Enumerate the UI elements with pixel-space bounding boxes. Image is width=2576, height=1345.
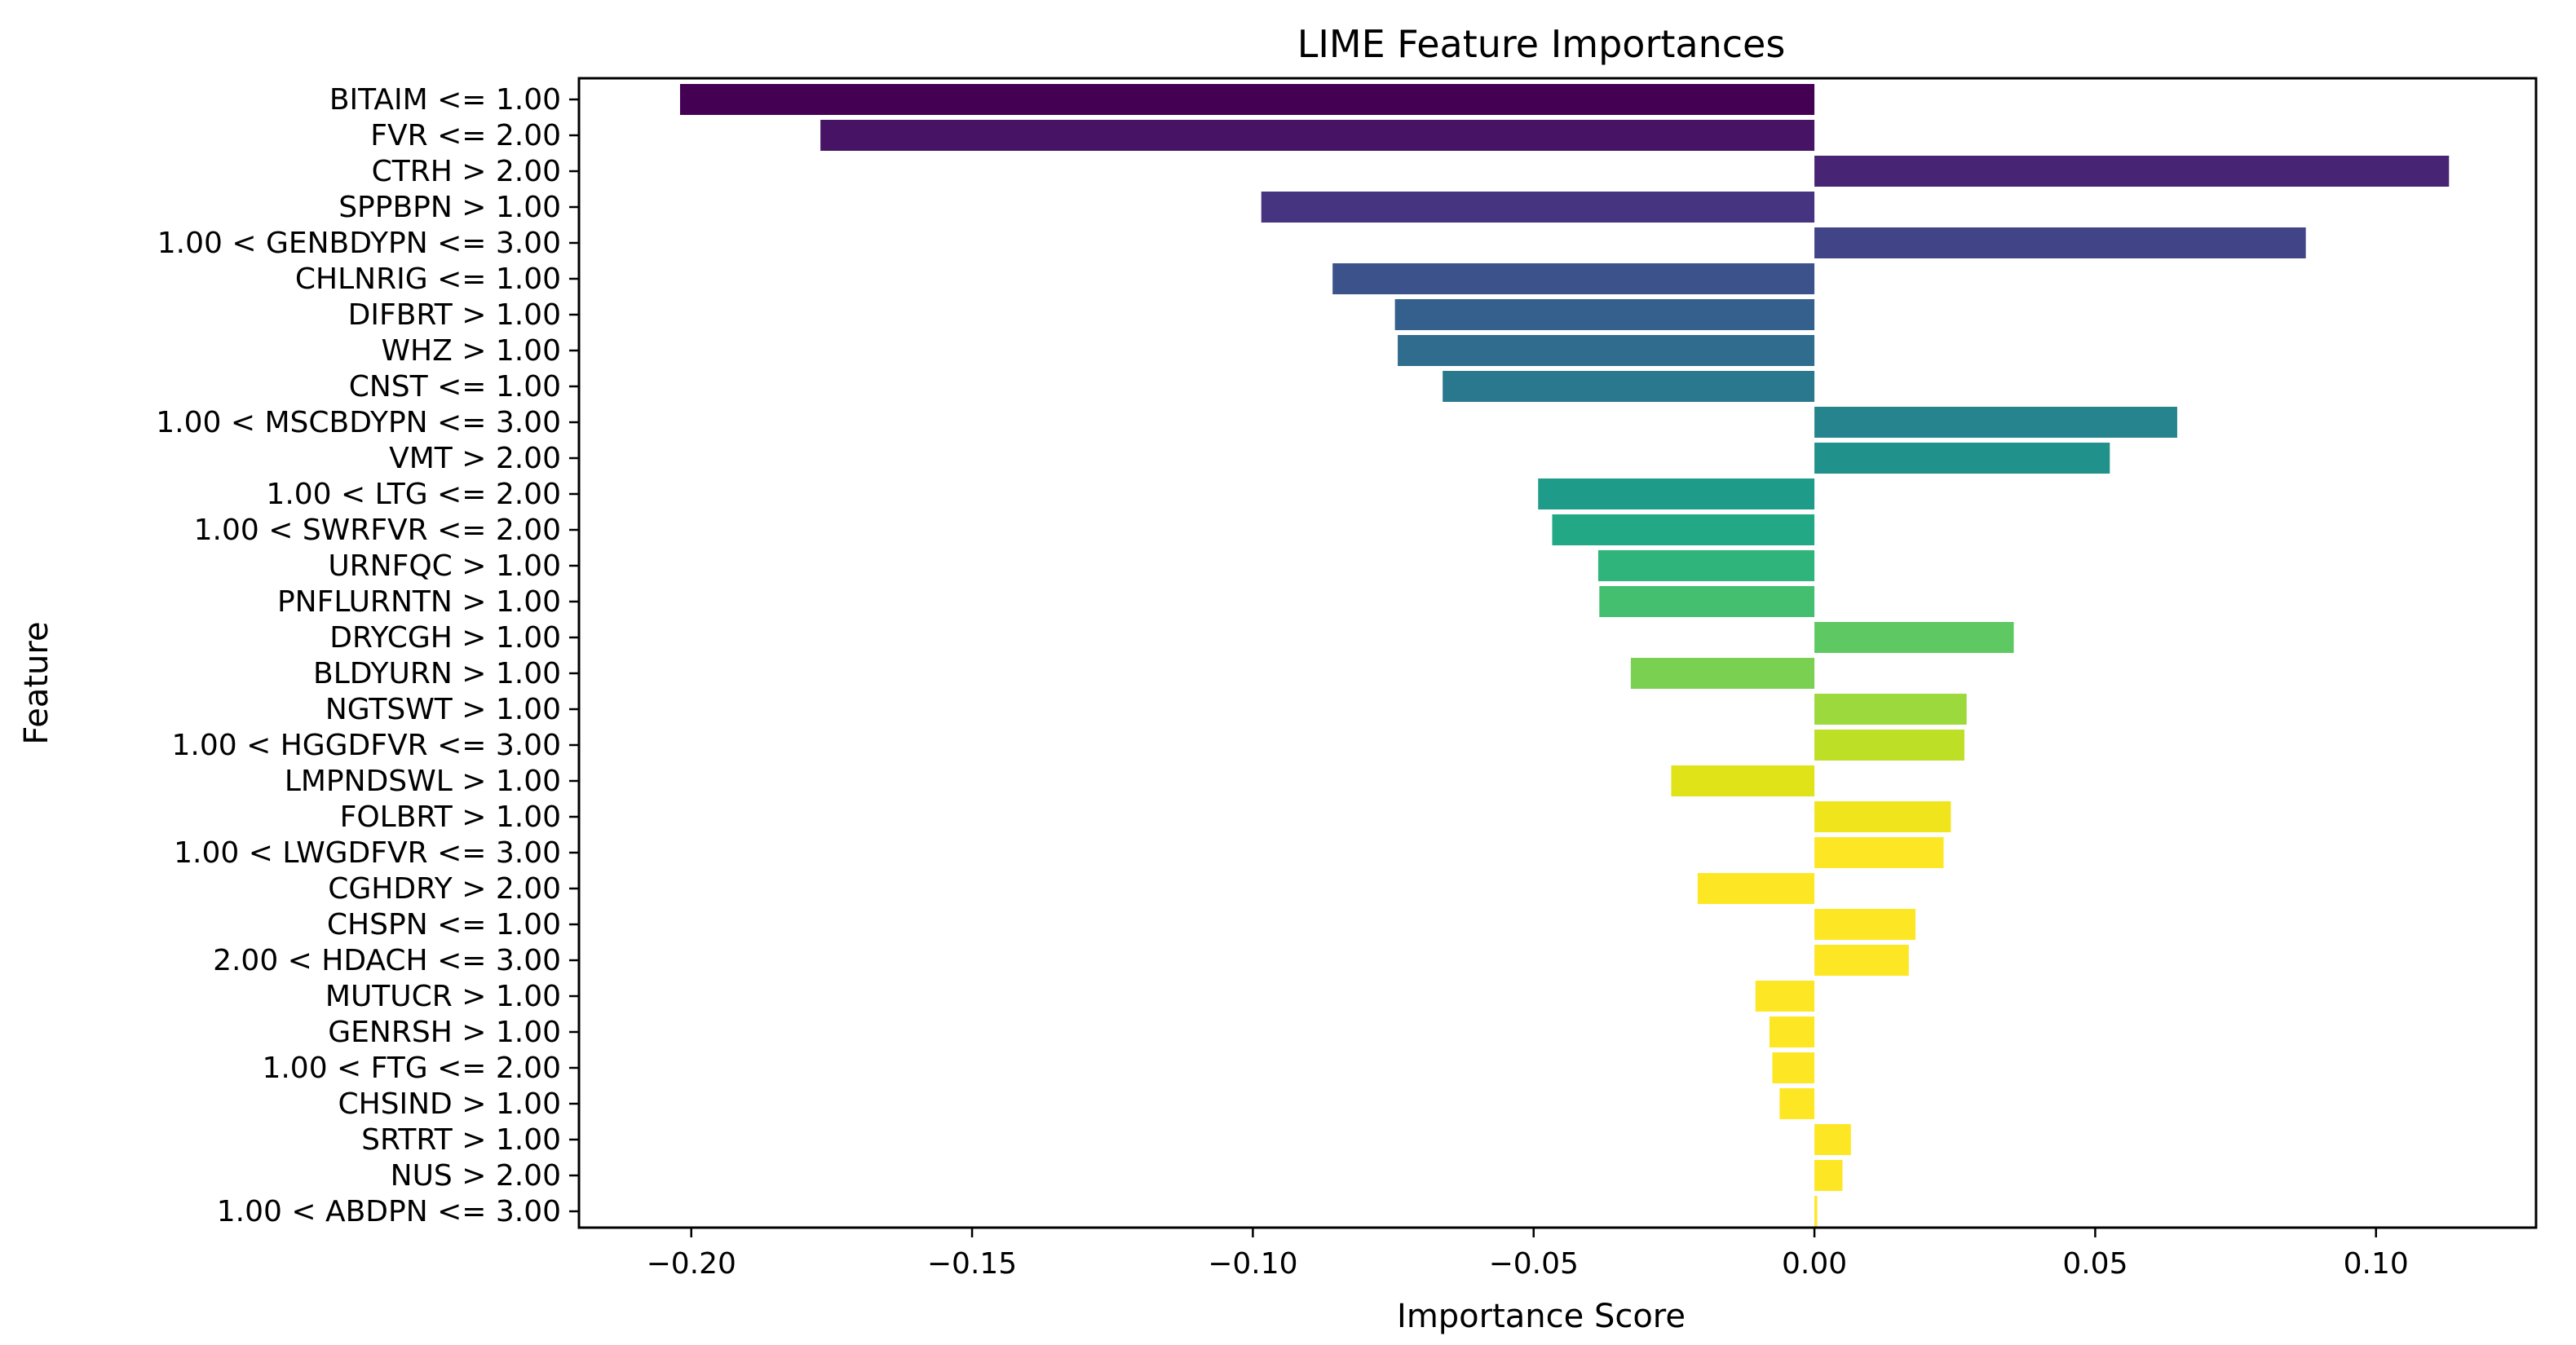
- y-tick-label: 1.00 < SWRFVR <= 2.00: [194, 514, 561, 547]
- x-axis-ticks: −0.20 −0.15 −0.10 −0.05 0.00 0.05 0.10: [647, 1228, 2409, 1281]
- y-tick-label: 1.00 < ABDPN <= 3.00: [217, 1195, 561, 1228]
- bar: [1814, 156, 2450, 187]
- y-tick-label: DIFBRT > 1.00: [348, 298, 561, 332]
- y-tick-label: 1.00 < HGGDFVR <= 3.00: [171, 729, 561, 762]
- y-tick-label: VMT > 2.00: [389, 442, 561, 475]
- y-tick-label: SRTRT > 1.00: [361, 1123, 561, 1157]
- bar: [1814, 801, 1951, 832]
- x-tick-label: 0.10: [2344, 1247, 2409, 1281]
- y-tick-label: CHSPN <= 1.00: [327, 908, 561, 942]
- y-tick-label: FVR <= 2.00: [370, 119, 561, 152]
- bar: [1814, 1196, 1818, 1227]
- y-tick-label: GENRSH > 1.00: [328, 1016, 561, 1049]
- y-tick-label: BLDYURN > 1.00: [313, 657, 561, 690]
- bar: [1814, 837, 1944, 868]
- y-tick-label: NUS > 2.00: [391, 1159, 561, 1193]
- y-tick-label: LMPNDSWL > 1.00: [285, 765, 561, 798]
- y-tick-label: URNFQC > 1.00: [328, 549, 561, 583]
- bar: [1779, 1088, 1815, 1119]
- y-tick-label: CNST <= 1.00: [349, 370, 561, 404]
- x-tick-label: 0.00: [1782, 1247, 1847, 1281]
- chart-title: LIME Feature Importances: [1297, 22, 1786, 66]
- bar: [1814, 730, 1964, 761]
- bar: [1697, 873, 1815, 904]
- bar: [1769, 1016, 1815, 1047]
- bar: [1261, 192, 1815, 223]
- y-tick-label: MUTUCR > 1.00: [325, 980, 561, 1013]
- y-axis-label: Feature: [18, 621, 55, 744]
- x-tick-label: −0.10: [1208, 1247, 1297, 1281]
- x-axis-label: Importance Score: [1397, 1298, 1686, 1335]
- bar: [1552, 514, 1815, 545]
- x-tick-label: −0.05: [1489, 1247, 1579, 1281]
- bar: [1814, 227, 2306, 258]
- bar: [1755, 981, 1815, 1012]
- y-tick-label: NGTSWT > 1.00: [325, 693, 561, 726]
- x-tick-label: 0.05: [2062, 1247, 2128, 1281]
- y-tick-label: FOLBRT > 1.00: [340, 800, 561, 834]
- bar: [1443, 371, 1815, 402]
- bar: [1814, 1160, 1843, 1191]
- bar: [1814, 443, 2110, 474]
- y-tick-label: 1.00 < LTG <= 2.00: [266, 478, 561, 511]
- bar: [1538, 478, 1815, 509]
- bar: [1671, 765, 1815, 796]
- bar: [820, 120, 1815, 151]
- bar: [1772, 1052, 1815, 1083]
- bar: [1814, 945, 1909, 976]
- y-tick-label: 1.00 < MSCBDYPN <= 3.00: [156, 406, 561, 439]
- bar: [1814, 622, 2014, 653]
- y-tick-label: 2.00 < HDACH <= 3.00: [213, 944, 561, 977]
- y-tick-label: CGHDRY > 2.00: [328, 872, 561, 906]
- bar: [679, 84, 1815, 115]
- y-tick-label: WHZ > 1.00: [381, 334, 561, 368]
- y-tick-label: 1.00 < GENBDYPN <= 3.00: [157, 227, 561, 260]
- plot-frame: [577, 77, 2538, 1229]
- y-tick-label: PNFLURNTN > 1.00: [277, 585, 561, 619]
- bar: [1597, 550, 1815, 581]
- bar: [1814, 694, 1967, 725]
- bar: [1332, 263, 1815, 294]
- x-tick-label: −0.20: [647, 1247, 736, 1281]
- y-tick-label: 1.00 < LWGDFVR <= 3.00: [174, 836, 561, 870]
- bar: [1599, 586, 1815, 617]
- bar: [1814, 909, 1916, 940]
- bar: [1814, 407, 2177, 438]
- y-tick-label: DRYCGH > 1.00: [329, 621, 561, 655]
- y-tick-label: SPPBPN > 1.00: [338, 191, 561, 224]
- y-tick-label: CHLNRIG <= 1.00: [295, 262, 561, 296]
- bar: [1814, 1124, 1851, 1155]
- bar: [1394, 299, 1815, 330]
- y-tick-label: BITAIM <= 1.00: [329, 83, 561, 117]
- bar: [1630, 658, 1815, 689]
- y-tick-label: CTRH > 2.00: [372, 155, 561, 188]
- bar: [1398, 335, 1815, 366]
- y-tick-label: 1.00 < FTG <= 2.00: [262, 1052, 561, 1085]
- bars-group: [679, 84, 2450, 1227]
- x-tick-label: −0.15: [927, 1247, 1017, 1281]
- y-tick-label: CHSIND > 1.00: [338, 1087, 561, 1121]
